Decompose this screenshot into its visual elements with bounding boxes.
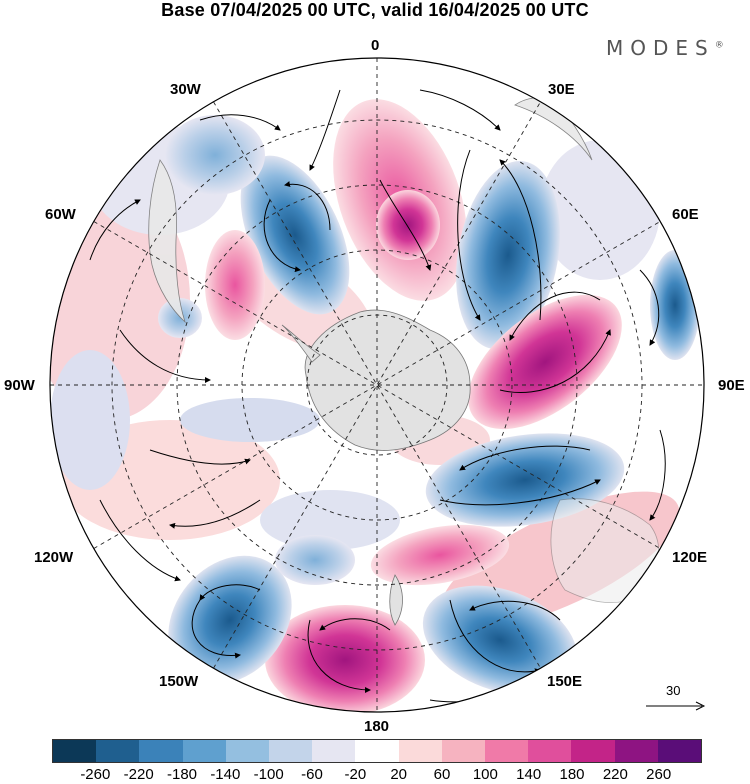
lon-label-0: 0: [371, 37, 380, 54]
colorbar-swatch: [139, 740, 183, 762]
brand-mark: ®: [714, 40, 724, 51]
colorbar-swatch: [182, 740, 226, 762]
colorbar-swatch: [225, 740, 270, 762]
colorbar-swatch: [53, 740, 97, 762]
lon-label-120w: 120W: [34, 549, 74, 566]
colorbar-tick-label: 220: [602, 766, 628, 783]
colorbar-swatch: [96, 740, 140, 762]
new-zealand: [389, 574, 403, 626]
colorbar-tick-label: -260: [80, 766, 111, 783]
colorbar-swatch: [571, 740, 615, 762]
brand-logo: MODES®: [606, 36, 724, 60]
colorbar-tick-label: 100: [472, 766, 498, 783]
colorbar-tick-label: -100: [253, 766, 284, 783]
colorbar-tick-label: -220: [123, 766, 154, 783]
lon-label-180: 180: [364, 718, 390, 735]
lon-label-60e: 60E: [672, 206, 699, 223]
colorbar-swatch: [657, 740, 702, 762]
colorbar-tick-label: 20: [390, 766, 407, 783]
south-america: [148, 159, 186, 324]
lon-label-90w: 90W: [4, 377, 35, 394]
map-boundary: [49, 57, 705, 713]
lon-label-150w: 150W: [159, 673, 199, 690]
lon-label-30e: 30E: [548, 81, 575, 98]
colorbar-tick-label: -20: [344, 766, 367, 783]
colorbar-swatch: [441, 740, 486, 762]
colorbar-tick-label: -60: [301, 766, 323, 783]
field-layer: [50, 58, 704, 712]
colorbar-swatch: [312, 740, 356, 762]
colorbar-swatch: [528, 740, 572, 762]
colorbar-tick-label: -180: [166, 766, 198, 783]
lon-label-150e: 150E: [547, 673, 583, 690]
colorbar-tick-label: 60: [433, 766, 451, 783]
colorbar-tick-label: 260: [646, 766, 672, 783]
reference-vector-arrow: [646, 701, 706, 711]
lon-label-90e: 90E: [718, 377, 745, 394]
map-title: Base 07/04/2025 00 UTC, valid 16/04/2025…: [161, 0, 589, 20]
lon-label-120e: 120E: [672, 549, 708, 566]
colorbar-swatch: [355, 740, 399, 762]
colorbar-ticks: -260 -220 -180 -140 -100 -60 -20 20 60 100 140 180 2…: [0, 766, 750, 784]
colorbar-swatch: [269, 740, 313, 762]
brand-text: MODES: [606, 36, 715, 60]
lon-label-60w: 60W: [45, 206, 76, 223]
colorbar-swatch: [614, 740, 658, 762]
colorbar-swatch: [398, 740, 442, 762]
polar-map: [49, 57, 705, 713]
wind-vectors: [89, 89, 666, 703]
lon-label-30w: 30W: [170, 81, 201, 98]
reference-vector-label: 30: [666, 683, 681, 698]
colorbar-swatch: [485, 740, 529, 762]
colorbar-tick-label: 180: [559, 766, 585, 783]
graticule: [50, 58, 704, 712]
antarctic-peninsula: [281, 324, 321, 363]
colorbar-tick-label: 140: [516, 766, 542, 783]
colorbar: [52, 739, 702, 763]
colorbar-tick-label: -140: [210, 766, 241, 783]
